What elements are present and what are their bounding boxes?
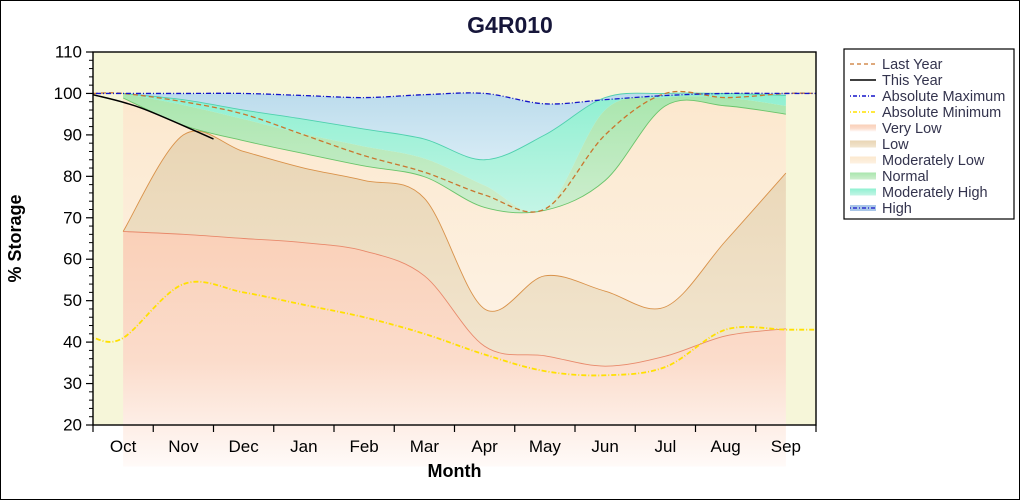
svg-text:90: 90 <box>63 125 82 144</box>
svg-text:Mar: Mar <box>410 437 440 456</box>
svg-text:40: 40 <box>63 333 82 352</box>
svg-text:70: 70 <box>63 208 82 227</box>
svg-text:Jun: Jun <box>591 437 618 456</box>
svg-text:Last Year: Last Year <box>882 57 943 73</box>
svg-text:Moderately High: Moderately High <box>882 185 988 201</box>
svg-text:110: 110 <box>55 42 82 61</box>
svg-text:Moderately Low: Moderately Low <box>882 153 985 169</box>
svg-text:G4R010: G4R010 <box>467 12 553 38</box>
svg-text:50: 50 <box>63 291 82 310</box>
svg-text:Aug: Aug <box>710 437 740 456</box>
svg-text:Low: Low <box>882 137 909 153</box>
svg-text:% Storage: % Storage <box>5 194 25 282</box>
svg-text:This Year: This Year <box>882 73 943 89</box>
svg-text:Normal: Normal <box>882 169 929 185</box>
svg-text:Nov: Nov <box>168 437 199 456</box>
svg-text:Feb: Feb <box>349 437 378 456</box>
svg-text:30: 30 <box>63 374 82 393</box>
svg-text:Apr: Apr <box>471 437 498 456</box>
svg-text:60: 60 <box>63 250 82 269</box>
svg-text:Very Low: Very Low <box>882 121 942 137</box>
svg-text:Absolute Maximum: Absolute Maximum <box>882 89 1005 105</box>
svg-text:Dec: Dec <box>229 437 260 456</box>
svg-text:Sep: Sep <box>771 437 801 456</box>
svg-text:Month: Month <box>428 461 482 481</box>
svg-text:Absolute Minimum: Absolute Minimum <box>882 105 1001 121</box>
svg-text:100: 100 <box>54 84 82 103</box>
svg-text:Jan: Jan <box>290 437 317 456</box>
svg-text:20: 20 <box>63 415 82 434</box>
svg-text:High: High <box>882 201 912 217</box>
svg-text:Jul: Jul <box>655 437 677 456</box>
svg-text:May: May <box>529 437 562 456</box>
svg-text:Oct: Oct <box>110 437 137 456</box>
svg-text:80: 80 <box>63 167 82 186</box>
